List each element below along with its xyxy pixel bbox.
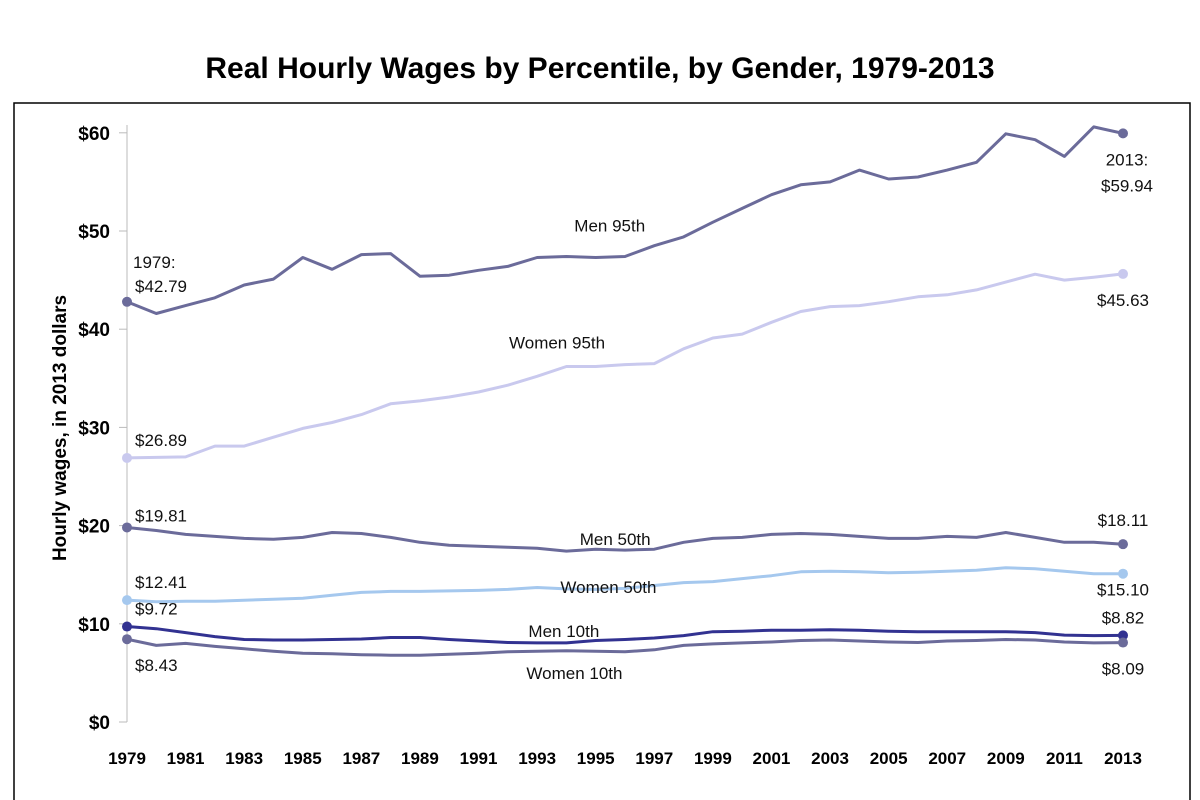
x-axis-ticks: 1979 1981 1983 1985 1987 1989 1991 1993 1995 1997…	[108, 749, 1142, 768]
data-labels: 1979: $42.79 2013: $59.94 Men 95th $26.89 $45.…	[133, 150, 1153, 682]
x-tick-label: 1981	[167, 749, 205, 768]
x-tick-label: 1991	[460, 749, 498, 768]
x-tick-label: 1983	[225, 749, 263, 768]
x-tick-label: 1999	[694, 749, 732, 768]
series-line-0	[125, 125, 1125, 315]
data-label: $8.09	[1102, 660, 1145, 679]
y-tick-label: $30	[78, 418, 110, 439]
data-point	[122, 621, 132, 632]
x-tick-label: 2003	[811, 749, 849, 768]
data-point	[1118, 630, 1128, 641]
series-line-1	[125, 272, 1125, 460]
x-tick-label: 2005	[870, 749, 908, 768]
data-point	[122, 634, 132, 645]
data-label: Women 95th	[509, 334, 605, 353]
chart-title: Real Hourly Wages by Percentile, by Gend…	[205, 52, 995, 85]
x-tick-label: 1979	[108, 749, 146, 768]
data-point	[1118, 128, 1128, 139]
x-tick-label: 2009	[987, 749, 1025, 768]
series-line-3	[125, 566, 1125, 604]
x-tick-label: 1987	[342, 749, 380, 768]
x-tick-label: 2013	[1104, 749, 1142, 768]
data-label: Women 10th	[526, 664, 622, 683]
data-label: Men 95th	[574, 217, 645, 236]
data-label: $45.63	[1097, 291, 1149, 310]
data-point	[122, 296, 132, 307]
y-axis-ticks: $0 $10 $20 $30 $40 $50 $60	[78, 124, 127, 734]
data-label: $59.94	[1101, 176, 1153, 195]
data-label: $26.89	[135, 431, 187, 450]
series-markers	[122, 128, 1128, 648]
data-label: $42.79	[135, 277, 187, 296]
series-line-2	[125, 526, 1125, 553]
data-label: Men 10th	[528, 622, 599, 641]
x-tick-label: 1997	[635, 749, 673, 768]
x-tick-label: 2001	[753, 749, 791, 768]
y-tick-label: $20	[78, 517, 110, 538]
data-point	[122, 522, 132, 533]
y-tick-label: $60	[78, 124, 110, 145]
data-label: Women 50th	[560, 578, 656, 597]
data-point	[122, 452, 132, 463]
data-label: $15.10	[1097, 581, 1149, 600]
series-lines	[125, 125, 1125, 657]
data-label: 1979:	[133, 253, 176, 272]
data-label: $9.72	[135, 600, 178, 619]
data-label: $18.11	[1098, 511, 1149, 530]
x-tick-label: 1993	[518, 749, 556, 768]
y-tick-label: $10	[78, 615, 110, 636]
series-line-4	[125, 625, 1125, 645]
data-label: $8.43	[135, 656, 178, 675]
series-line-5	[125, 637, 1125, 657]
data-point	[1118, 539, 1128, 550]
x-tick-label: 1985	[284, 749, 322, 768]
y-tick-label: $50	[78, 222, 110, 243]
data-point	[1118, 268, 1128, 279]
data-point	[1118, 568, 1128, 579]
x-tick-label: 2011	[1046, 749, 1083, 768]
y-tick-label: $0	[89, 713, 110, 734]
x-tick-label: 2007	[928, 749, 966, 768]
data-label: $19.81	[135, 506, 187, 525]
y-tick-label: $40	[78, 320, 110, 341]
data-point	[122, 595, 132, 606]
data-point	[1118, 637, 1128, 648]
data-label: Men 50th	[580, 530, 651, 549]
data-label: $12.41	[135, 573, 187, 592]
data-label: 2013:	[1106, 150, 1149, 169]
x-tick-label: 1989	[401, 749, 439, 768]
y-axis-label: Hourly wages, in 2013 dollars	[50, 295, 71, 561]
data-label: $8.82	[1102, 608, 1145, 627]
plot-frame	[13, 102, 1191, 800]
x-tick-label: 1995	[577, 749, 615, 768]
